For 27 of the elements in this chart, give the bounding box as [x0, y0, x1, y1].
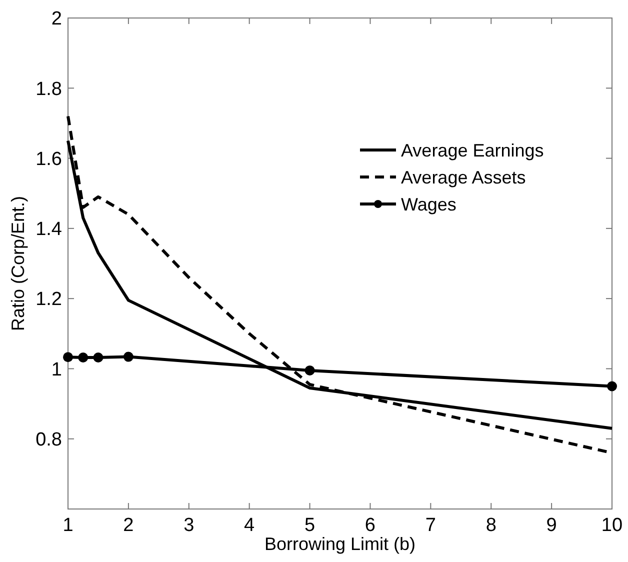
point [123, 352, 134, 362]
y-tick-label: 0.8 [36, 430, 62, 451]
x-axis-title: Borrowing Limit (b) [264, 534, 416, 554]
point [63, 352, 73, 362]
x-tick-label: 6 [364, 515, 376, 536]
legend-label: Average Assets [401, 167, 526, 188]
y-tick-label: 1 [51, 359, 62, 380]
legend-label: Average Earnings [401, 140, 544, 160]
x-tick-label: 10 [601, 515, 623, 536]
point [78, 352, 88, 362]
x-tick-label: 3 [184, 515, 194, 536]
y-tick-label: 2 [51, 8, 62, 30]
x-tick-label: 8 [486, 515, 496, 536]
y-tick-label: 1.2 [36, 289, 62, 310]
legend-label: Wages [401, 194, 456, 214]
y-axis-title: Ratio (Corp/Ent.) [8, 196, 28, 332]
point [93, 352, 104, 362]
x-tick-label: 7 [425, 515, 436, 536]
x-tick-label: 2 [123, 515, 134, 536]
y-tick-label: 1.4 [36, 219, 62, 240]
point [607, 381, 617, 392]
y-tick-label: 1.8 [36, 78, 62, 100]
x-tick-label: 5 [304, 515, 316, 536]
point [304, 365, 315, 376]
x-tick-label: 4 [244, 515, 256, 536]
y-tick-label: 1.6 [36, 148, 62, 170]
x-tick-label: 9 [546, 515, 557, 536]
